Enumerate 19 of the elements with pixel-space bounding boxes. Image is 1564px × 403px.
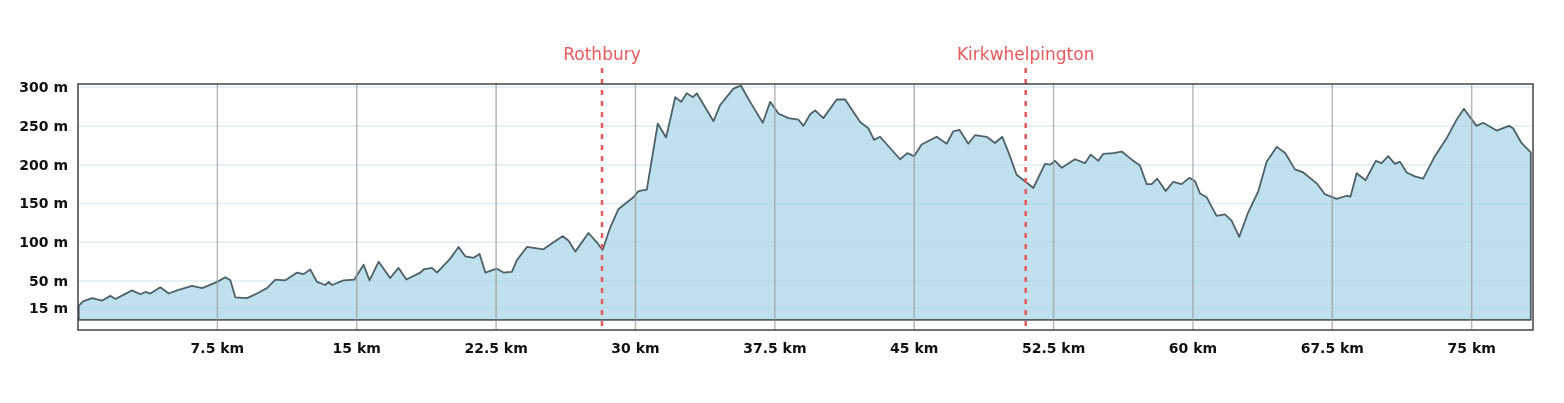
y-tick-label: 300 m xyxy=(19,79,68,95)
x-tick-label: 37.5 km xyxy=(743,340,807,356)
x-tick-label: 7.5 km xyxy=(190,340,245,356)
x-tick-label: 22.5 km xyxy=(464,340,528,356)
ref-line-label: Kirkwhelpington xyxy=(956,44,1095,64)
y-tick-label: 100 m xyxy=(19,234,68,251)
x-tick-label: 52.5 km xyxy=(1021,340,1086,356)
x-tick-label: 60 km xyxy=(1168,340,1218,356)
y-tick-label: 250 m xyxy=(19,117,68,134)
x-tick-label: 15 km xyxy=(332,340,381,356)
y-tick-label: 150 m xyxy=(19,195,68,212)
x-tick-label: 67.5 km xyxy=(1300,340,1364,356)
x-tick-label: 75 km xyxy=(1447,340,1496,356)
y-tick-label: 50 m xyxy=(29,273,68,290)
x-tick-label: 30 km xyxy=(611,340,660,356)
ref-line-label: Rothbury xyxy=(563,44,641,64)
x-tick-label: 45 km xyxy=(890,340,939,356)
y-tick-label: 200 m xyxy=(19,156,68,173)
y-tick-label: 15 m xyxy=(29,300,68,317)
